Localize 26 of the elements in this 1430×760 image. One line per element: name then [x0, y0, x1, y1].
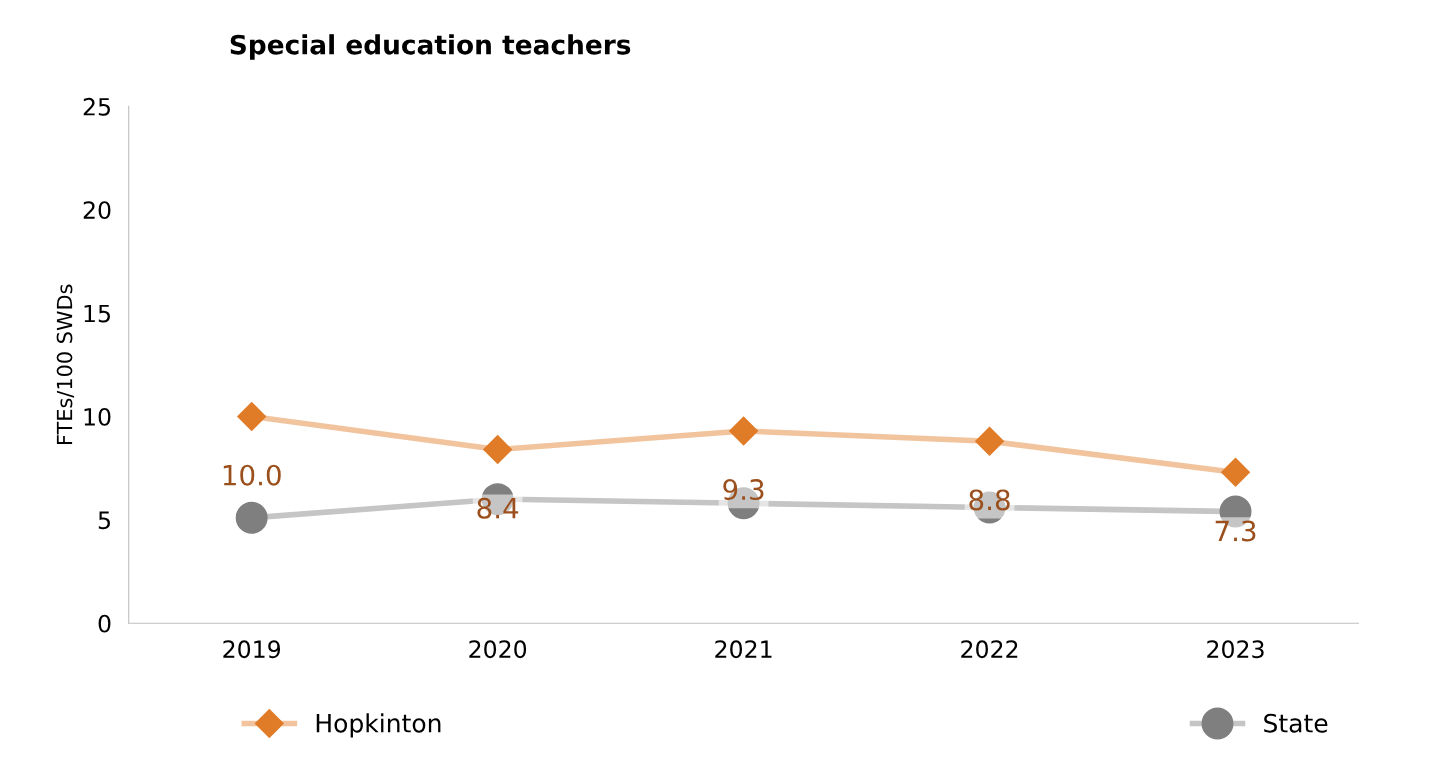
y-tick-label: 20	[83, 201, 111, 220]
x-tick-label: 2022	[961, 640, 1018, 659]
data-label: 10.0	[223, 464, 281, 486]
legend-label: Hopkinton	[316, 713, 441, 738]
x-tick-label: 2021	[715, 640, 772, 659]
point	[975, 426, 1005, 456]
y-tick-label: 10	[84, 407, 111, 426]
point	[235, 501, 268, 534]
y-tick-label: 0	[98, 614, 111, 633]
y-tick-label: 15	[84, 304, 110, 323]
data-label: 8.4	[477, 497, 519, 519]
chart-title: Special education teachers	[230, 34, 631, 60]
point	[237, 402, 267, 431]
legend-label: State	[1264, 713, 1328, 733]
x-tick-label: 2023	[1207, 640, 1264, 659]
y-tick-label: 25	[83, 97, 110, 116]
x-tick-label: 2020	[469, 640, 527, 659]
data-label: 8.8	[969, 489, 1010, 511]
point	[729, 416, 759, 446]
data-label: 7.3	[1215, 520, 1256, 542]
y-tick-label: 5	[98, 511, 110, 530]
point	[483, 435, 513, 464]
x-tick-label: 2019	[223, 640, 281, 659]
y-axis-title: FTEs/100 SWDs	[56, 284, 75, 444]
point	[1221, 457, 1250, 487]
data-label: 9.3	[723, 479, 764, 501]
